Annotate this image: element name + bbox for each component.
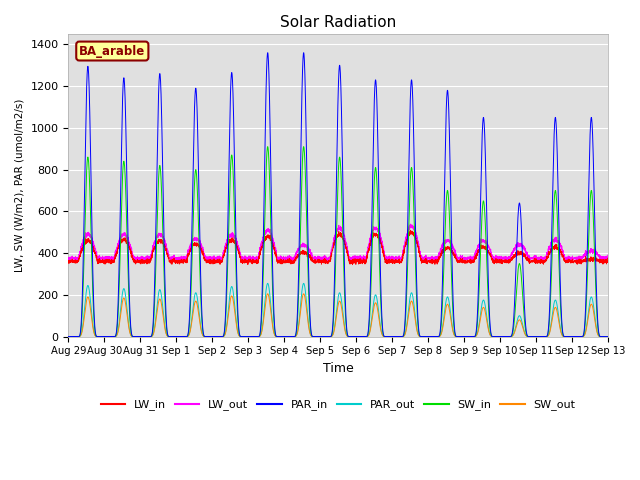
X-axis label: Time: Time [323, 362, 353, 375]
Title: Solar Radiation: Solar Radiation [280, 15, 396, 30]
Y-axis label: LW, SW (W/m2), PAR (umol/m2/s): LW, SW (W/m2), PAR (umol/m2/s) [15, 98, 25, 272]
Legend: LW_in, LW_out, PAR_in, PAR_out, SW_in, SW_out: LW_in, LW_out, PAR_in, PAR_out, SW_in, S… [96, 395, 580, 415]
Text: BA_arable: BA_arable [79, 45, 145, 58]
